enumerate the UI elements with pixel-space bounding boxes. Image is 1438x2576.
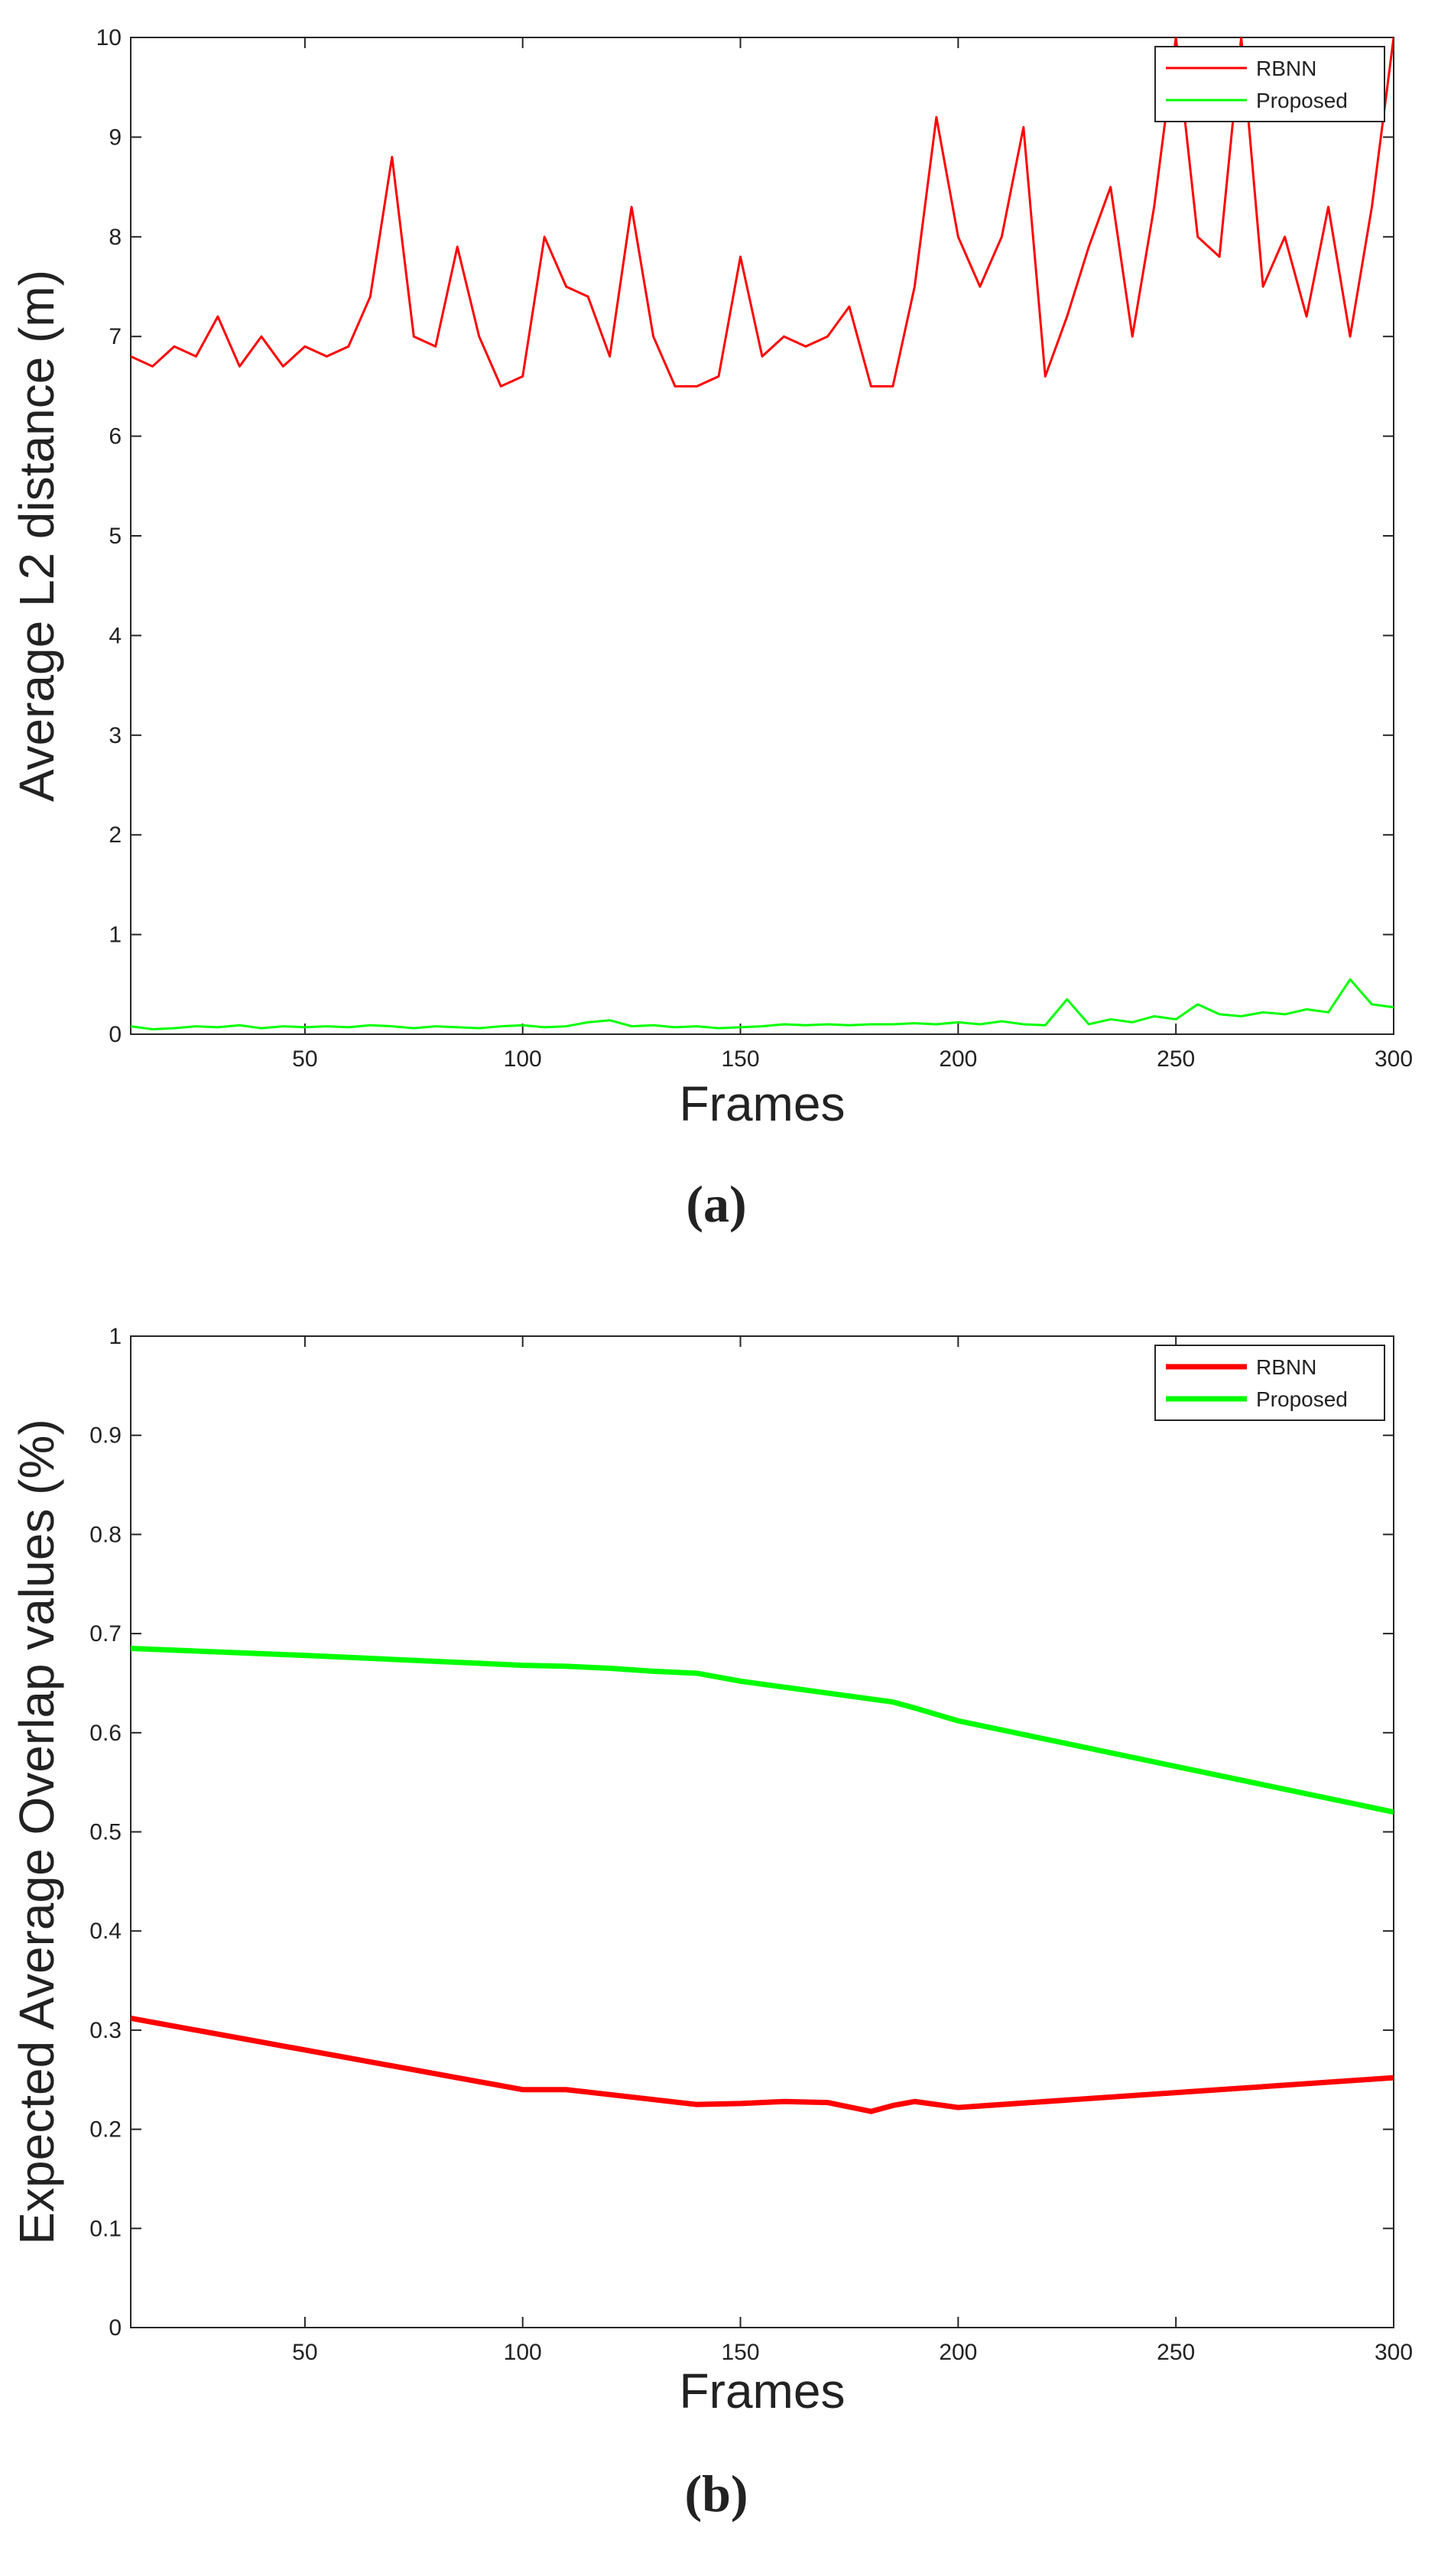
x-tick-label: 250 — [1157, 1046, 1195, 1072]
y-tick-label: 0.7 — [89, 1621, 122, 1646]
data-line — [131, 2015, 1394, 2114]
y-tick-label: 3 — [109, 723, 122, 748]
y-tick-label: 0.4 — [89, 1919, 122, 1944]
y-axis-label: Average L2 distance (m) — [9, 270, 64, 802]
y-axis-label: Expected Average Overlap values (%) — [9, 1419, 64, 2244]
y-tick-label: 5 — [109, 524, 122, 549]
caption: (b) — [684, 2464, 748, 2522]
data-line — [131, 1646, 1394, 1815]
y-tick-label: 0 — [109, 1022, 122, 1047]
chart: 0 1 2 3 4 5 6 7 8 9 10 50 100 150 200 250 300 Frames Avera… — [9, 25, 1413, 1233]
y-tick-label: 0.9 — [89, 1423, 122, 1449]
x-tick-label: 150 — [721, 2340, 759, 2365]
y-tick-label: 6 — [109, 424, 122, 449]
y-tick-label: 8 — [109, 225, 122, 250]
x-axis-label: Frames — [680, 2363, 846, 2419]
legend-label: RBNN — [1256, 1355, 1316, 1379]
y-tick-label: 7 — [109, 324, 122, 349]
legend-box — [1154, 1345, 1385, 1421]
y-tick-label: 0.2 — [89, 2117, 122, 2143]
y-tick-label: 0.5 — [89, 1820, 122, 1845]
y-tick-label: 1 — [109, 923, 122, 948]
plot-area — [130, 37, 1394, 1035]
legend-label: RBNN — [1256, 57, 1316, 80]
y-tick-label: 2 — [109, 822, 122, 848]
x-axis-label: Frames — [680, 1076, 846, 1131]
y-tick-label: 1 — [109, 1324, 122, 1349]
legend-label: Proposed — [1256, 1387, 1348, 1411]
y-tick-label: 0 — [109, 2315, 122, 2341]
y-tick-label: 9 — [109, 125, 122, 150]
x-tick-label: 100 — [504, 1046, 542, 1072]
x-tick-label: 200 — [939, 2340, 977, 2365]
x-tick-label: 300 — [1375, 2340, 1413, 2365]
x-tick-label: 200 — [939, 1046, 977, 1072]
legend-label: Proposed — [1256, 89, 1348, 112]
plot-area — [130, 1335, 1394, 2328]
x-tick-label: 300 — [1375, 1046, 1413, 1072]
x-tick-label: 250 — [1157, 2340, 1195, 2365]
data-line — [131, 978, 1394, 1030]
legend-box — [1154, 46, 1385, 122]
y-tick-label: 10 — [96, 25, 122, 50]
y-tick-label: 0.6 — [89, 1721, 122, 1746]
caption: (a) — [686, 1175, 746, 1233]
x-tick-label: 50 — [292, 1046, 317, 1072]
y-tick-label: 0.8 — [89, 1522, 122, 1547]
y-tick-label: 0.3 — [89, 2018, 122, 2043]
x-tick-label: 150 — [721, 1046, 759, 1072]
y-tick-label: 4 — [109, 623, 122, 648]
x-tick-label: 50 — [292, 2340, 317, 2365]
y-tick-label: 0.1 — [89, 2216, 122, 2241]
x-tick-label: 100 — [504, 2340, 542, 2365]
